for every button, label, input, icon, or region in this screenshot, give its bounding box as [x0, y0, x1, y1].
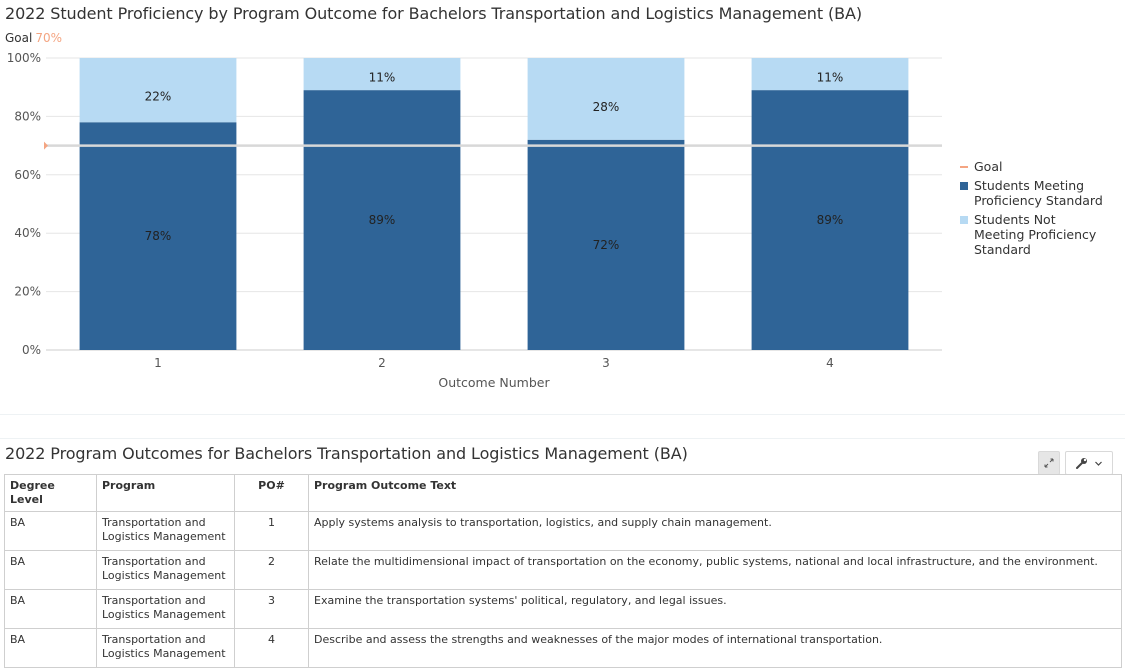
y-tick-label: 60%	[14, 168, 41, 182]
cell-degree-level: BA	[4, 550, 97, 590]
cell-outcome-text: Apply systems analysis to transportation…	[308, 511, 1122, 551]
y-tick-label: 100%	[7, 51, 41, 65]
legend-item-meeting[interactable]: Students Meeting Proficiency Standard	[960, 178, 1109, 208]
cell-degree-level: BA	[4, 511, 97, 551]
x-tick-label: 1	[154, 356, 162, 370]
x-tick-label: 4	[826, 356, 834, 370]
cell-program: Transportation and Logistics Management	[96, 511, 235, 551]
section-divider	[0, 414, 1125, 415]
x-axis-title: Outcome Number	[438, 375, 550, 390]
table-row: BA Transportation and Logistics Manageme…	[4, 550, 1122, 590]
not-meeting-swatch	[960, 216, 968, 224]
header-program[interactable]: Program	[96, 474, 235, 512]
bar-meeting	[303, 90, 461, 351]
bar-meeting	[79, 122, 237, 351]
data-label: 11%	[817, 70, 844, 84]
legend-label-not-meeting: Students Not Meeting Proficiency Standar…	[974, 212, 1097, 257]
bar-meeting	[751, 90, 909, 351]
stacked-bar-chart: 0% 20% 40% 60% 80% 100% 78% 22% 1 89% 11% 2 72% 28% 3 8…	[7, 51, 942, 390]
goal-value: 70%	[35, 31, 62, 45]
goal-marker	[44, 141, 48, 150]
table-header-row: Degree Level Program PO# Program Outcome…	[4, 474, 1122, 512]
data-label: 78%	[145, 229, 172, 243]
table-toolbar	[1038, 451, 1113, 475]
x-tick-label: 3	[602, 356, 610, 370]
settings-menu-button[interactable]	[1065, 451, 1113, 475]
cell-degree-level: BA	[4, 589, 97, 629]
bar-not-meeting	[751, 58, 909, 91]
expand-button[interactable]	[1038, 451, 1060, 475]
bar-not-meeting	[303, 58, 461, 91]
outcomes-table: Degree Level Program PO# Program Outcome…	[4, 474, 1122, 668]
header-po-number[interactable]: PO#	[234, 474, 309, 512]
data-label: 28%	[593, 100, 620, 114]
cell-outcome-text: Relate the multidimensional impact of tr…	[308, 550, 1122, 590]
table-row: BA Transportation and Logistics Manageme…	[4, 628, 1122, 668]
table-title: 2022 Program Outcomes for Bachelors Tran…	[5, 444, 688, 463]
y-tick-label: 40%	[14, 226, 41, 240]
bar-not-meeting	[527, 58, 685, 140]
legend-item-goal[interactable]: Goal	[960, 159, 1109, 174]
header-outcome-text[interactable]: Program Outcome Text	[308, 474, 1122, 512]
table-row: BA Transportation and Logistics Manageme…	[4, 589, 1122, 629]
legend-item-not-meeting[interactable]: Students Not Meeting Proficiency Standar…	[960, 212, 1109, 257]
cell-outcome-text: Describe and assess the strengths and we…	[308, 628, 1122, 668]
bar-not-meeting	[79, 58, 237, 123]
meeting-swatch	[960, 182, 968, 190]
goal-label: Goal	[5, 31, 33, 45]
y-tick-label: 80%	[14, 109, 41, 123]
cell-program: Transportation and Logistics Management	[96, 628, 235, 668]
chart-title: 2022 Student Proficiency by Program Outc…	[5, 4, 863, 23]
legend-label-meeting: Students Meeting Proficiency Standard	[974, 178, 1103, 208]
x-tick-label: 2	[378, 356, 386, 370]
data-label: 72%	[593, 238, 620, 252]
cell-degree-level: BA	[4, 628, 97, 668]
cell-po-number: 3	[234, 589, 309, 629]
legend-label-goal: Goal	[974, 159, 1003, 174]
data-label: 89%	[817, 213, 844, 227]
wrench-icon	[1076, 457, 1087, 469]
goal-swatch	[960, 166, 968, 168]
header-degree-level[interactable]: Degree Level	[4, 474, 97, 512]
chevron-down-icon	[1095, 461, 1102, 466]
cell-po-number: 2	[234, 550, 309, 590]
section-divider	[0, 438, 1125, 439]
data-label: 89%	[369, 213, 396, 227]
chart-legend: Goal Students Meeting Proficiency Standa…	[960, 159, 1109, 261]
goal-indicator: Goal 70%	[5, 31, 62, 45]
y-tick-label: 20%	[14, 285, 41, 299]
cell-program: Transportation and Logistics Management	[96, 550, 235, 590]
expand-arrows-icon	[1044, 458, 1054, 468]
cell-program: Transportation and Logistics Management	[96, 589, 235, 629]
table-row: BA Transportation and Logistics Manageme…	[4, 511, 1122, 551]
cell-outcome-text: Examine the transportation systems' poli…	[308, 589, 1122, 629]
data-label: 22%	[145, 90, 172, 104]
data-label: 11%	[369, 70, 396, 84]
y-tick-label: 0%	[22, 343, 41, 357]
bar-meeting	[527, 139, 685, 350]
cell-po-number: 1	[234, 511, 309, 551]
